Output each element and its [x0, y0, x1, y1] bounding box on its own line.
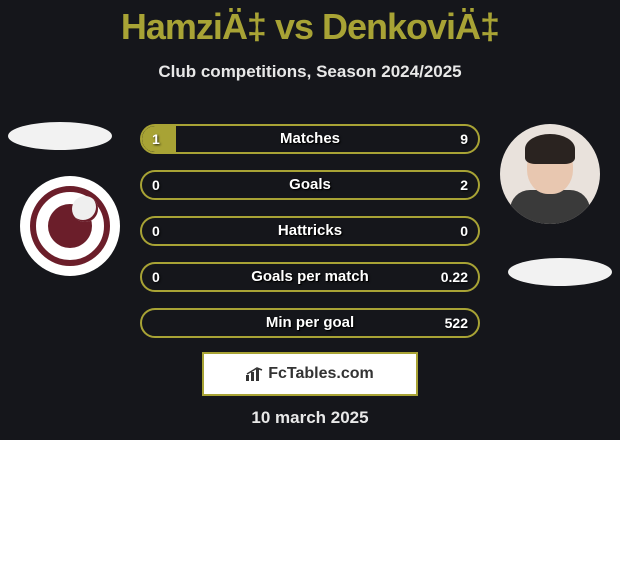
stat-row: Min per goal 522	[140, 308, 480, 338]
stat-label: Goals per match	[142, 264, 478, 290]
source-badge[interactable]: FcTables.com	[202, 352, 418, 396]
stat-right-value: 9	[460, 126, 468, 152]
right-avatar	[500, 124, 600, 224]
source-badge-text: FcTables.com	[268, 365, 374, 382]
stat-right-value: 0.22	[441, 264, 468, 290]
left-avatar	[20, 176, 120, 276]
club-crest-icon	[30, 186, 110, 266]
comparison-card: HamziÄ‡ vs DenkoviÄ‡ Club competitions, …	[0, 0, 620, 440]
stat-right-value: 0	[460, 218, 468, 244]
stat-right-value: 522	[445, 310, 468, 336]
player-portrait-icon	[510, 134, 590, 224]
subtitle: Club competitions, Season 2024/2025	[0, 62, 620, 82]
page-title: HamziÄ‡ vs DenkoviÄ‡	[0, 6, 620, 48]
stat-row: 0 Goals 2	[140, 170, 480, 200]
stat-label: Goals	[142, 172, 478, 198]
date-text: 10 march 2025	[0, 408, 620, 428]
stat-row: 1 Matches 9	[140, 124, 480, 154]
stat-row: 0 Goals per match 0.22	[140, 262, 480, 292]
stat-label: Min per goal	[142, 310, 478, 336]
stat-rows: 1 Matches 9 0 Goals 2 0 Hattricks 0 0 Go…	[140, 124, 480, 354]
stat-label: Matches	[142, 126, 478, 152]
left-shadow-ellipse	[8, 122, 112, 150]
stat-right-value: 2	[460, 172, 468, 198]
stat-label: Hattricks	[142, 218, 478, 244]
right-shadow-ellipse	[508, 258, 612, 286]
stat-row: 0 Hattricks 0	[140, 216, 480, 246]
chart-icon	[246, 367, 264, 381]
